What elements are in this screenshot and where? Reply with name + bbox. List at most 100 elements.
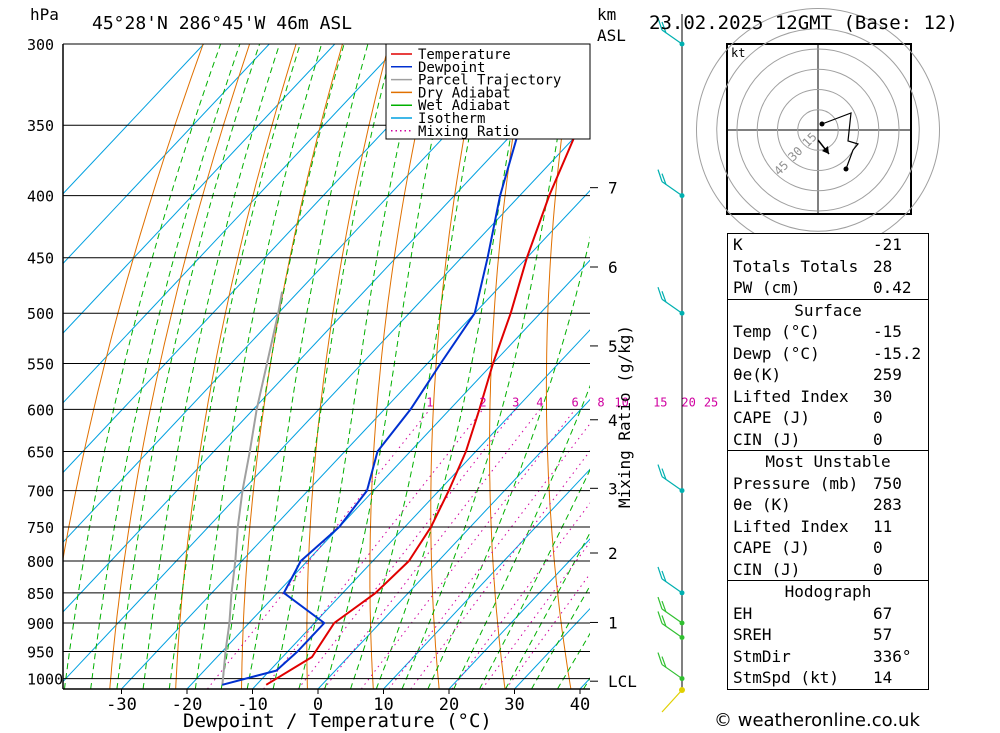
wet-adiabat-line [116, 44, 261, 689]
most-unstable-title: Most Unstable [765, 452, 891, 471]
totals-value: 28 [873, 256, 893, 276]
axes: -30 -20 -10 0 10 20 30 40 7 6 5 4 3 2 1 LCL 1 2 3 4 6 8 10 15 20… [62, 44, 718, 715]
x-axis-label: Dewpoint / Temperature (°C) [183, 710, 492, 732]
surface-temp-label: Temp (°C) [733, 322, 820, 341]
dry-adiabat-line [946, 44, 1000, 689]
isotherm-line [63, 44, 270, 265]
totals-row: Totals Totals 28 [728, 256, 928, 278]
dry-adiabat-line [369, 44, 436, 689]
pressure-tick-label: 450 [27, 250, 54, 268]
legend-label: Dry Adiabat [418, 85, 511, 101]
pw-row: PW (cm) 0.42 [728, 277, 928, 299]
hodograph-ring [716, 28, 920, 232]
mu-pressure-value: 750 [873, 473, 902, 493]
pressure-tick-label: 550 [27, 355, 54, 373]
pressure-unit-label: hPa [30, 5, 59, 24]
mixing-ratio-axis-label: Mixing Ratio (g/kg) [615, 325, 634, 508]
surface-cin-label: CIN (J) [733, 429, 801, 449]
wet-adiabat-line [324, 44, 454, 689]
stmdir-value: 336° [873, 646, 912, 666]
totals-label: Totals Totals [733, 256, 859, 276]
isotherm-line [186, 259, 590, 689]
wind-barb-staff [661, 608, 683, 624]
dry-adiabat-line [63, 44, 204, 563]
wind-barb-staff [661, 664, 683, 680]
wet-adiabat-line [298, 44, 423, 689]
hodograph-title: Hodograph [784, 582, 872, 601]
temp-tick-label: 10 [373, 695, 393, 715]
pressure-tick-label: 900 [27, 615, 54, 633]
surface-wind-barb [661, 689, 683, 713]
parcel-trajectory-line [221, 291, 284, 685]
stmspd-label: StmSpd (kt) [733, 668, 839, 687]
wet-adiabat-line [142, 44, 281, 689]
isotherm-line [63, 44, 467, 474]
isotherm-line [63, 120, 590, 683]
wind-barb-staff [661, 476, 683, 492]
wet-adiabat-line [168, 44, 301, 689]
isotherm-line [63, 50, 590, 613]
hodograph-end-dot [843, 166, 849, 172]
mixing-ratio-value-label: 15 [653, 395, 667, 409]
pressure-tick-label: 700 [27, 483, 54, 501]
temp-tick-label: -20 [172, 695, 203, 715]
wind-barb-flag [657, 17, 663, 31]
mu-li-label: Lifted Index [733, 516, 849, 536]
mixing-ratio-value-label: 4 [536, 395, 543, 409]
wet-adiabat-line [272, 44, 395, 689]
hodograph-start-dot [819, 121, 825, 127]
wind-barb-flag [657, 611, 663, 624]
pressure-tick-label: 500 [27, 305, 54, 323]
mixing-ratio-line [297, 408, 517, 689]
k-index-label: K [733, 235, 743, 254]
isotherm-line [63, 44, 205, 195]
pressure-tick-label: 750 [27, 519, 54, 537]
profiles [221, 44, 590, 686]
dry-adiabat-line [545, 44, 576, 689]
temperature-line [265, 97, 590, 686]
surface-li-label: Lifted Index [733, 386, 849, 406]
pressure-tick-label: 600 [27, 401, 54, 419]
stmdir-label: StmDir [733, 646, 791, 666]
wind-barb-flag [661, 291, 667, 303]
temp-tick-label: -30 [106, 695, 137, 715]
pressure-tick-label: 800 [27, 553, 54, 571]
mu-cape-value: 0 [873, 538, 883, 557]
storm-motion-arrowhead [822, 146, 829, 154]
km-tick-label: 5 [608, 337, 618, 356]
wind-barb-flag [657, 287, 663, 300]
wet-adiabat-line [220, 44, 345, 689]
dry-adiabat-line [993, 44, 1000, 689]
pressure-tick-label: 1000 [27, 671, 63, 689]
hodograph-unit-label: kt [731, 46, 745, 60]
mixing-ratio-value-label: 25 [704, 395, 718, 409]
legend-label: Mixing Ratio [418, 124, 519, 140]
mu-cin-label: CIN (J) [733, 559, 801, 579]
mixing-ratio-value-label: 1 [426, 395, 433, 409]
mixing-ratio-value-label: 2 [479, 395, 486, 409]
pw-value: 0.42 [873, 278, 912, 297]
wet-adiabat-line [375, 44, 529, 689]
credit-link[interactable]: © weatheronline.co.uk [714, 710, 920, 731]
sreh-value: 57 [873, 625, 893, 644]
surface-title: Surface [794, 300, 862, 320]
wind-barb-staff [661, 622, 683, 638]
km-unit-label: km [597, 5, 616, 24]
eh-label: EH [733, 603, 753, 623]
legend-label: Isotherm [418, 111, 485, 127]
wind-barb-staff [661, 298, 683, 314]
isotherm-line [317, 398, 590, 689]
hodograph-ring [736, 48, 900, 212]
wet-adiabat-line [64, 44, 222, 689]
surface-theta-label: θe(K) [733, 365, 782, 384]
stmspd-value: 14 [873, 668, 893, 687]
isotherm-line [448, 538, 590, 689]
indices-panel: K -21 Totals Totals 28 PW (cm) 0.42 Surface… [727, 233, 929, 690]
isotherm-line [63, 44, 532, 543]
isotherm-line [121, 189, 590, 689]
surface-temp-value: -15 [873, 322, 902, 341]
km-tick-label: 7 [608, 179, 618, 198]
dry-adiabat-line [489, 44, 529, 689]
mu-theta-value: 283 [873, 495, 902, 514]
